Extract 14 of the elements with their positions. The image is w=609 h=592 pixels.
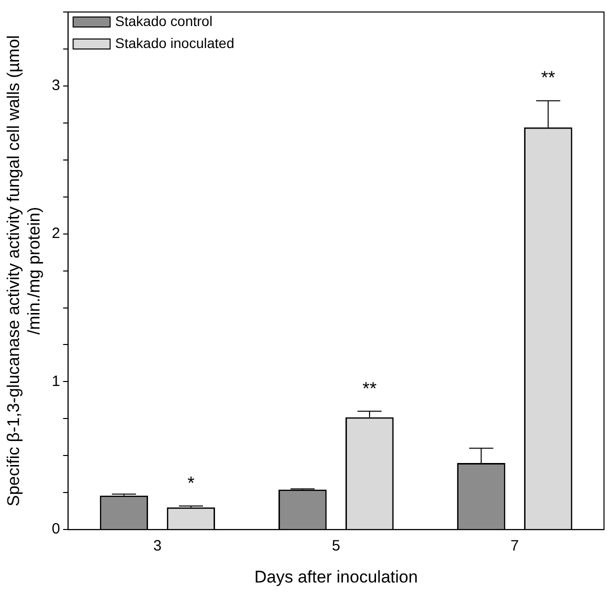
y-axis-title: Specific β-1,3-glucanase activity activity fungal cell walls (µmol /min./mg protein): [4, 35, 44, 506]
y-tick-label: 0: [52, 520, 60, 538]
y-tick-label: 3: [52, 77, 60, 94]
x-tick-label: 3: [153, 538, 162, 555]
annotation: **: [541, 68, 556, 88]
y-tick-label: 1: [52, 372, 60, 390]
annotation: **: [362, 378, 377, 398]
x-axis-title: Days after inoculation: [254, 567, 418, 586]
x-tick-label: 5: [332, 538, 340, 555]
y-tick-label: 2: [52, 224, 60, 242]
legend-label: Stakado inoculated: [115, 34, 234, 51]
x-tick-label: 7: [510, 538, 519, 555]
legend-label: Stakado control: [115, 12, 212, 29]
annotation: *: [187, 472, 194, 493]
